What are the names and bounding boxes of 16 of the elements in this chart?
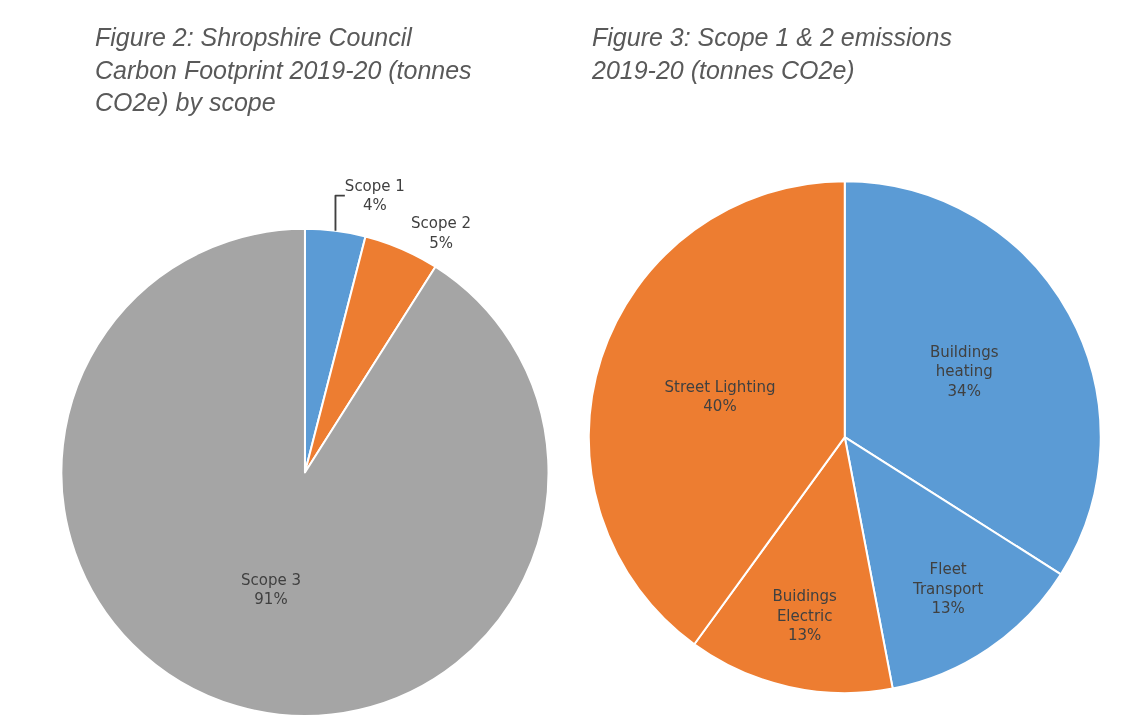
data-label: 34% xyxy=(947,381,981,400)
chart-title: Figure 3: Scope 1 & 2 emissions 2019-20 (tonnes CO2e) xyxy=(591,23,952,84)
slice-label: Street Lighting xyxy=(664,377,776,396)
data-label: 91% xyxy=(254,590,288,609)
slice-label: Fleet Transport xyxy=(911,560,984,598)
data-label: 40% xyxy=(703,397,737,416)
data-label: 4% xyxy=(362,196,387,215)
slice-label: Scope 3 xyxy=(240,570,301,589)
slice-label: Scope 2 xyxy=(411,214,472,233)
data-label: 13% xyxy=(931,599,965,618)
data-label: 13% xyxy=(788,626,822,645)
chart-title: Figure 2: Shropshire Council Carbon Footprint 2019-20 (tonnes CO2e) by scope xyxy=(95,23,472,116)
slice-label: Buidings Electric xyxy=(772,587,838,625)
data-label: 5% xyxy=(429,233,453,252)
slice-label: Buildings heating xyxy=(929,342,999,381)
slice-label: Scope 1 xyxy=(344,176,405,195)
